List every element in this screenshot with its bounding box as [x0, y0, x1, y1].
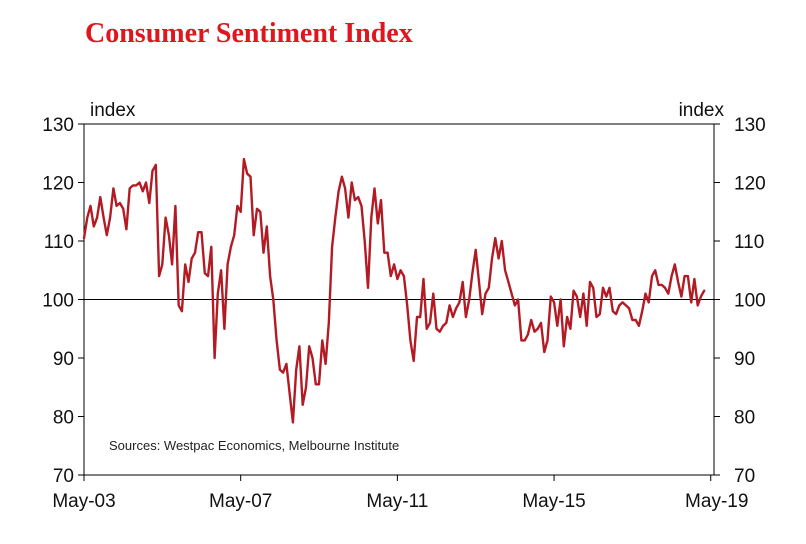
y-tick-label-right: 90 [734, 349, 755, 370]
y-tick-label-left: 120 [42, 174, 74, 195]
x-tick-label: May-19 [685, 491, 748, 512]
y-tick-label-left: 130 [42, 115, 74, 136]
x-tick-label: May-15 [522, 491, 585, 512]
y-tick-label-right: 110 [734, 232, 764, 253]
source-note: Sources: Westpac Economics, Melbourne In… [109, 438, 399, 453]
y-tick-label-right: 100 [734, 291, 766, 312]
y-tick-label-left: 100 [42, 291, 74, 312]
y-tick-label-right: 80 [734, 408, 755, 429]
y-tick-label-right: 130 [734, 115, 766, 136]
y-tick-label-left: 90 [53, 349, 74, 370]
x-tick-label: May-11 [366, 491, 428, 512]
y-tick-label-left: 110 [44, 232, 74, 253]
y-tick-label-left: 70 [53, 466, 74, 487]
x-tick-label: May-07 [209, 491, 272, 512]
y-axis-right-ticks: 70 80 90 100 110 120 130 [714, 115, 766, 487]
chart-title: Consumer Sentiment Index [85, 18, 413, 49]
left-unit-label: index [90, 100, 136, 121]
series-line-consumer-sentiment [82, 157, 706, 424]
x-tick-label: May-03 [52, 491, 115, 512]
x-axis-ticks: May-03 May-07 May-11 May-15 May-19 [52, 475, 748, 512]
y-tick-label-left: 80 [53, 408, 74, 429]
y-tick-label-right: 120 [734, 174, 766, 195]
y-tick-label-right: 70 [734, 466, 755, 487]
right-unit-label: index [679, 100, 725, 121]
y-axis-left-ticks: 70 80 90 100 110 120 130 [42, 115, 84, 487]
series-layer [82, 157, 706, 424]
